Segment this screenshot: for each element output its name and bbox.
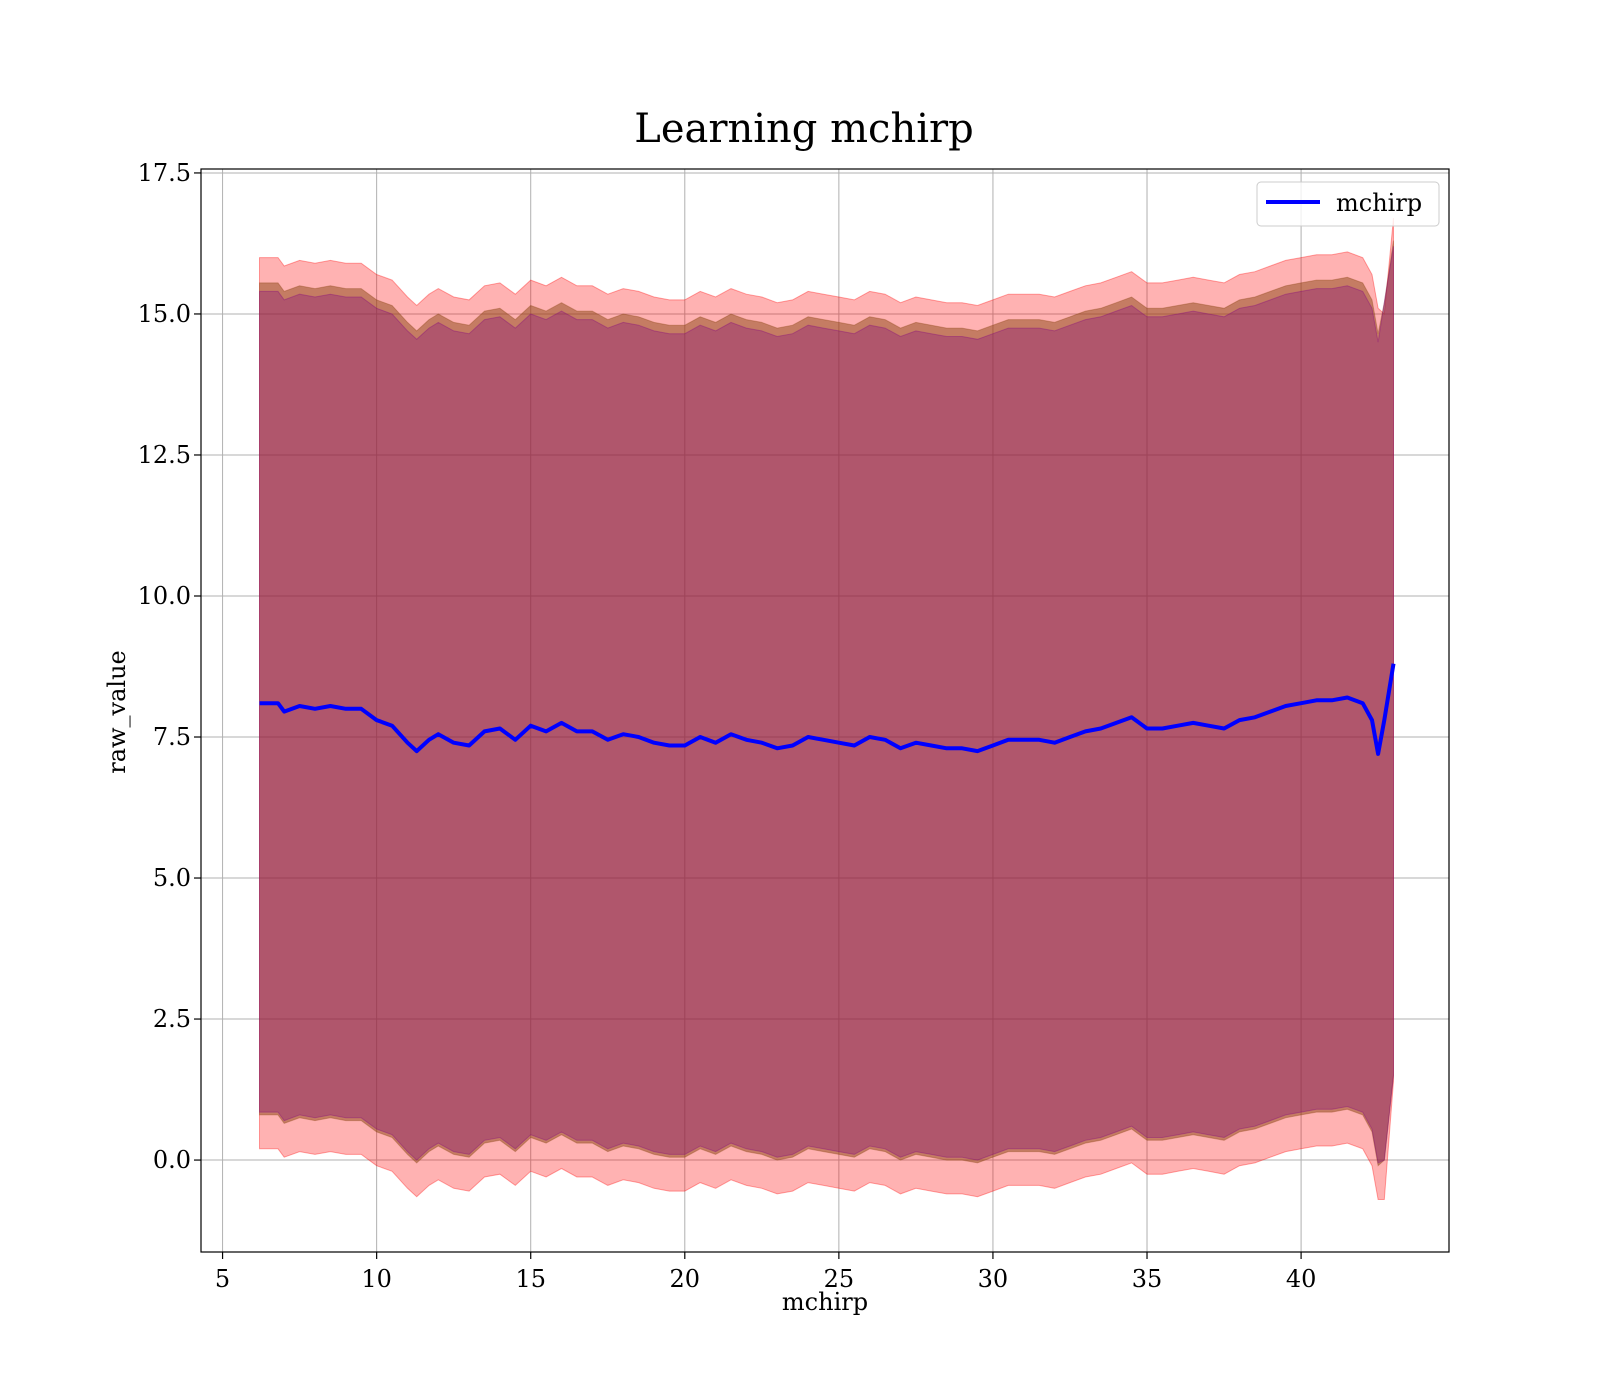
confidence-bands (259, 218, 1394, 1200)
x-tick-label: 20 (670, 1265, 701, 1293)
y-tick-label: 5.0 (153, 864, 191, 892)
y-tick-label: 15.0 (138, 300, 191, 328)
legend: mchirp (1256, 181, 1440, 227)
confidence-band-2 (259, 240, 1394, 1167)
y-axis-label: raw_value (103, 650, 131, 774)
confidence-band-3 (259, 246, 1394, 1164)
legend-box (1256, 181, 1440, 227)
y-tick-label: 0.0 (153, 1146, 191, 1174)
chart-title: Learning mchirp (634, 106, 973, 152)
x-tick-label: 10 (361, 1265, 392, 1293)
y-tick-label: 2.5 (153, 1005, 191, 1033)
y-tick-label: 12.5 (138, 441, 191, 469)
x-tick-label: 30 (978, 1265, 1009, 1293)
x-axis: 5 10 15 20 25 30 35 40 (215, 1252, 1316, 1293)
plot-frame (200, 168, 1450, 1253)
x-tick-label: 40 (1286, 1265, 1317, 1293)
x-axis-label: mchirp (782, 1288, 868, 1316)
x-tick-label: 15 (515, 1265, 546, 1293)
y-tick-label: 7.5 (153, 723, 191, 751)
legend-entry-mchirp: mchirp (1336, 189, 1422, 217)
x-tick-label: 35 (1132, 1265, 1163, 1293)
x-tick-label: 25 (824, 1265, 855, 1293)
series-line-mchirp (259, 663, 1396, 756)
x-tick-label: 5 (215, 1265, 230, 1293)
series-lines (259, 663, 1396, 756)
y-tick-label: 10.0 (138, 582, 191, 610)
y-tick-label: 17.5 (138, 159, 191, 187)
y-axis: 0.0 2.5 5.0 7.5 10.0 12.5 15.0 17.5 (138, 159, 201, 1174)
